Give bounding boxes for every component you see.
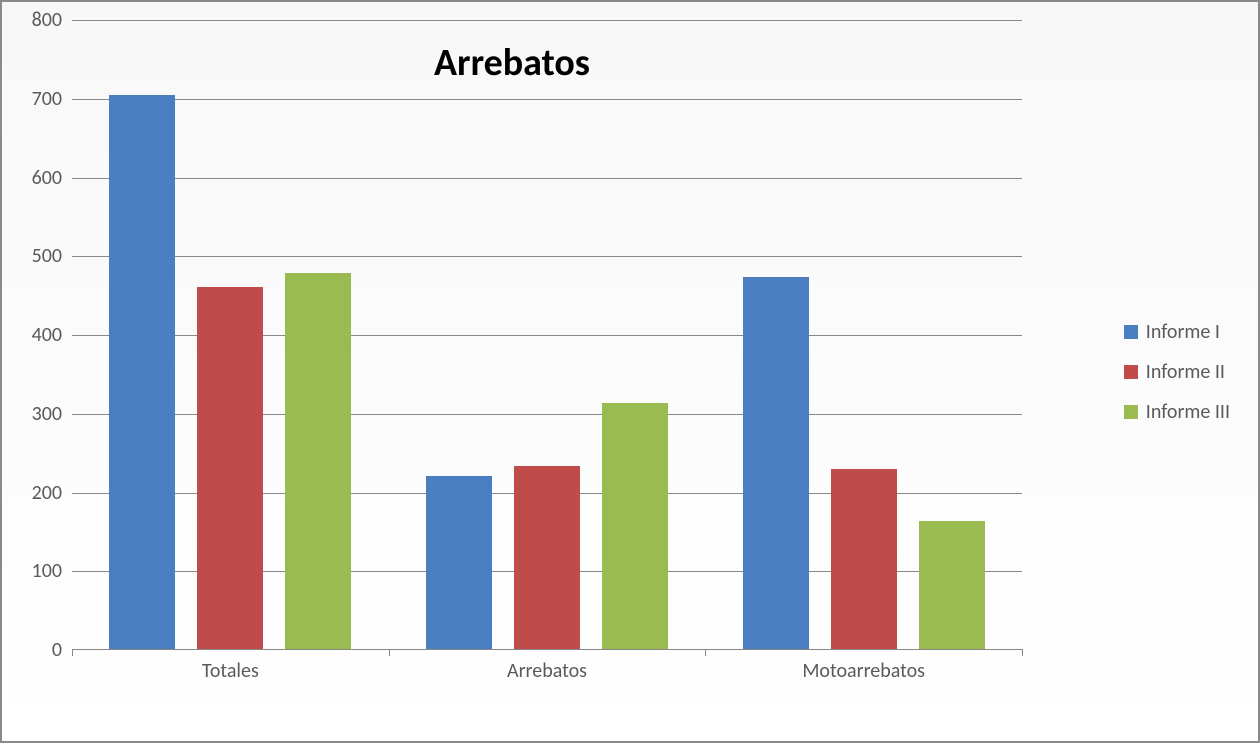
legend-item: Informe I [1124,320,1230,344]
bar [426,476,492,649]
legend-swatch [1124,365,1138,379]
bar [285,273,351,649]
legend-label: Informe I [1146,320,1220,344]
gridline [72,20,1022,21]
bar [197,287,263,649]
bar [743,277,809,649]
legend-item: Informe II [1124,360,1230,384]
plot-area: 0100200300400500600700800TotalesArrebato… [72,20,1022,650]
ytick-label: 0 [52,638,72,662]
bar [109,95,175,649]
chart-title: Arrebatos [2,40,1022,86]
xtick-label: Totales [202,649,259,683]
gridline [72,99,1022,100]
xtick-mark [1022,649,1023,656]
ytick-label: 700 [32,87,72,111]
ytick-label: 200 [32,481,72,505]
ytick-label: 300 [32,402,72,426]
legend-label: Informe III [1146,400,1230,424]
gridline [72,178,1022,179]
xtick-mark [72,649,73,656]
legend-swatch [1124,325,1138,339]
xtick-mark [705,649,706,656]
bar [602,403,668,649]
xtick-label: Motoarrebatos [802,649,925,683]
xtick-label: Arrebatos [507,649,587,683]
chart-container: 0 100 200 300 400 500 600 700 800 Totales Arrebato… [0,0,1260,743]
legend: Informe I Informe II Informe III [1124,304,1230,440]
gridline [72,256,1022,257]
bar [514,466,580,649]
ytick-label: 400 [32,323,72,347]
ytick-label: 100 [32,559,72,583]
legend-label: Informe II [1146,360,1225,384]
legend-item: Informe III [1124,400,1230,424]
bar [919,521,985,649]
ytick-label: 600 [32,166,72,190]
ytick-label: 500 [32,244,72,268]
xtick-mark [389,649,390,656]
ytick-label: 800 [32,8,72,32]
bar [831,469,897,649]
legend-swatch [1124,405,1138,419]
